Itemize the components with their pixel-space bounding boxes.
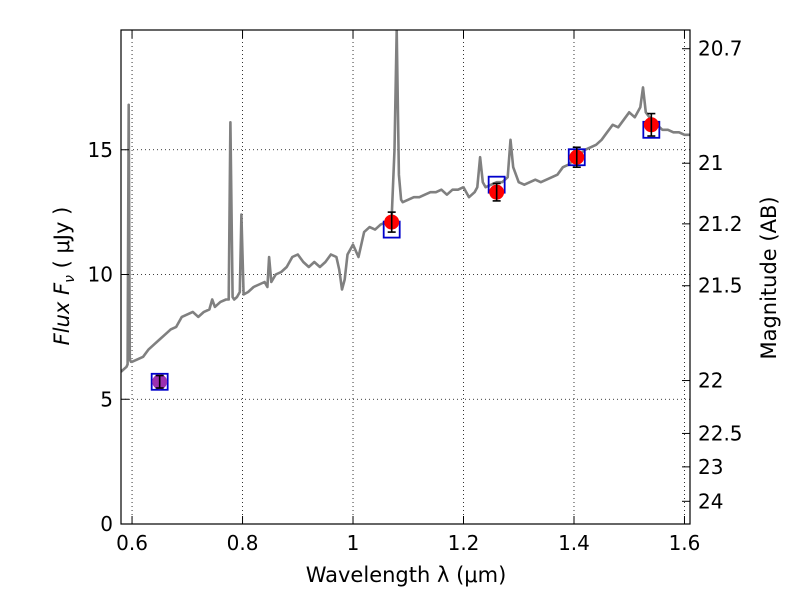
plot-frame	[120, 29, 691, 525]
y2-tick-label: 22.5	[698, 421, 743, 445]
y-axis-label-subscript: ν	[62, 275, 78, 283]
y2-tick-label: 21.2	[698, 212, 743, 236]
y-axis-label-unit: ( μJy )	[50, 207, 74, 275]
y-axis-label-main: Flux F	[50, 282, 74, 345]
x-tick-label: 1	[347, 531, 360, 555]
y2-tick-label: 22	[698, 369, 723, 393]
y2-tick-label: 23	[698, 455, 723, 479]
x-axis-label: Wavelength λ (μm)	[306, 563, 507, 587]
grid-lines	[121, 30, 690, 524]
x-tick-label: 0.8	[227, 531, 259, 555]
y-axis-label: Flux Fν ( μJy )	[50, 207, 78, 346]
y2-tick-label: 24	[698, 489, 723, 513]
x-tick-label: 1.6	[669, 531, 701, 555]
x-tick-label: 0.6	[116, 531, 148, 555]
x-tick-label: 1.2	[448, 531, 480, 555]
y2-axis-label: Magnitude (AB)	[757, 196, 781, 359]
y2-tick-label: 21	[698, 151, 723, 175]
y2-axis-ticks: 20.7 21 21.2 21.5 22 22.5 23 24	[682, 37, 743, 513]
y-tick-label: 15	[88, 138, 113, 162]
model-photometry-square	[150, 372, 169, 391]
y2-tick-label: 20.7	[698, 37, 743, 61]
x-tick-label: 1.4	[558, 531, 590, 555]
spectrum-line	[121, 30, 690, 373]
x-axis-ticks: 0.6 0.8 1 1.2 1.4 1.6	[116, 30, 700, 555]
plot-series	[121, 30, 690, 391]
y-tick-label: 10	[88, 263, 113, 287]
y-tick-label: 0	[100, 512, 113, 536]
y-tick-label: 5	[100, 387, 113, 411]
y-axis-ticks: 0 5 10 15	[88, 138, 129, 536]
y2-tick-label: 21.5	[698, 274, 743, 298]
